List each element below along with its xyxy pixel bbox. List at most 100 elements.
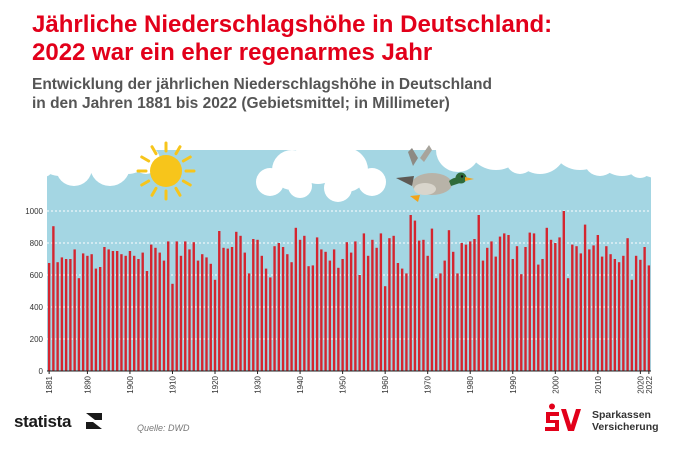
bar-2020: [639, 259, 642, 371]
bar-1910: [171, 283, 174, 371]
bar-1990: [511, 259, 514, 371]
title-line-2: 2022 war ein eher regenarmes Jahr: [32, 39, 433, 66]
y-tick-label-1000: 1000: [25, 207, 43, 216]
bar-1937: [286, 254, 289, 371]
bar-1966: [409, 215, 412, 371]
bar-1889: [81, 253, 85, 371]
bar-1893: [98, 267, 102, 371]
bar-1890: [86, 255, 89, 371]
bar-1939: [294, 227, 298, 371]
sun-icon: [136, 141, 196, 201]
sun-ray: [150, 186, 158, 197]
bar-1923: [226, 248, 229, 371]
bar-1965: [405, 273, 408, 371]
subtitle-line-2: in den Jahren 1881 bis 2022 (Gebietsmitt…: [32, 95, 450, 112]
bar-1883: [56, 262, 59, 371]
bar-1902: [137, 259, 140, 371]
partner-name: Sparkassen Versicherung: [592, 409, 659, 433]
sun-ray: [140, 179, 151, 187]
bar-1971: [430, 228, 434, 371]
bar-1914: [188, 249, 191, 371]
bar-1897: [115, 251, 119, 371]
bar-1988: [503, 233, 506, 371]
bar-1934: [273, 246, 276, 371]
x-tick-label-2020: 2020: [636, 375, 645, 393]
bar-1993: [524, 247, 527, 371]
bar-2012: [605, 246, 608, 371]
x-tick-label-1940: 1940: [296, 375, 305, 393]
sun-ray: [150, 145, 158, 156]
bar-1976: [452, 251, 455, 371]
bar-1928: [247, 273, 251, 371]
sun-ray: [174, 145, 182, 156]
cloud-shape: [56, 150, 92, 186]
bar-1989: [507, 235, 510, 371]
bar-1960: [383, 286, 387, 371]
bar-1981: [473, 239, 476, 371]
bar-1917: [201, 254, 204, 371]
bar-1925: [235, 231, 238, 371]
x-tick-label-1980: 1980: [466, 375, 475, 393]
bar-1953: [354, 241, 357, 371]
bar-2006: [579, 253, 583, 371]
x-tick-label-1950: 1950: [339, 375, 348, 393]
bar-1969: [422, 239, 425, 371]
x-tick-label-2010: 2010: [594, 375, 603, 393]
bar-2009: [592, 245, 595, 371]
bar-1895: [107, 249, 110, 371]
bar-1957: [371, 239, 374, 371]
bar-1959: [379, 233, 383, 371]
bar-1911: [175, 241, 178, 371]
cloud-shape: [358, 168, 386, 196]
bar-1975: [447, 230, 451, 371]
bar-1921: [218, 231, 221, 371]
bar-1979: [464, 244, 468, 371]
bar-1978: [460, 243, 463, 371]
bar-1980: [469, 241, 472, 371]
cloud-shape: [628, 154, 652, 178]
bar-1886: [69, 259, 72, 371]
duck-icon: [396, 145, 474, 202]
bar-2018: [630, 279, 634, 371]
bar-1901: [133, 255, 136, 371]
bar-series: [47, 211, 651, 371]
x-tick-label-1890: 1890: [83, 375, 92, 393]
y-axis: 0 200 400 600 800 1000: [25, 207, 43, 376]
sun-ray: [140, 155, 151, 163]
bar-1950: [341, 259, 344, 371]
x-axis: 1881 1890 1900 1910 1920 1930 1940 1950 1960 1970…: [45, 370, 654, 394]
bar-1931: [260, 255, 263, 371]
bar-1958: [375, 247, 378, 371]
bar-1996: [537, 264, 540, 371]
bar-1954: [358, 275, 361, 371]
bar-2013: [609, 254, 612, 371]
bar-2017: [626, 238, 629, 371]
bar-1930: [256, 239, 259, 371]
bar-1991: [515, 246, 519, 371]
bar-1982: [477, 215, 480, 371]
bar-1899: [124, 255, 127, 371]
bar-1932: [264, 268, 268, 371]
bar-1920: [213, 279, 217, 371]
cloud-shape: [90, 146, 130, 186]
bar-1904: [145, 271, 149, 371]
bar-1907: [158, 252, 161, 371]
bar-1915: [192, 242, 195, 371]
bar-1984: [486, 247, 489, 371]
bar-1936: [281, 247, 285, 371]
bar-1955: [362, 233, 366, 371]
bar-1972: [435, 278, 438, 371]
bar-1964: [400, 268, 404, 371]
bar-1994: [528, 232, 531, 371]
bar-1983: [481, 260, 485, 371]
bar-2016: [622, 255, 625, 371]
bar-1885: [64, 259, 68, 371]
partner-name-line-1: Sparkassen: [592, 409, 651, 421]
bar-1974: [443, 260, 446, 371]
bar-1951: [345, 242, 349, 371]
bar-1927: [243, 252, 246, 371]
bar-1968: [417, 240, 421, 371]
subtitle-line-1: Entwicklung der jährlichen Niederschlags…: [32, 76, 492, 93]
bar-2007: [583, 224, 587, 371]
